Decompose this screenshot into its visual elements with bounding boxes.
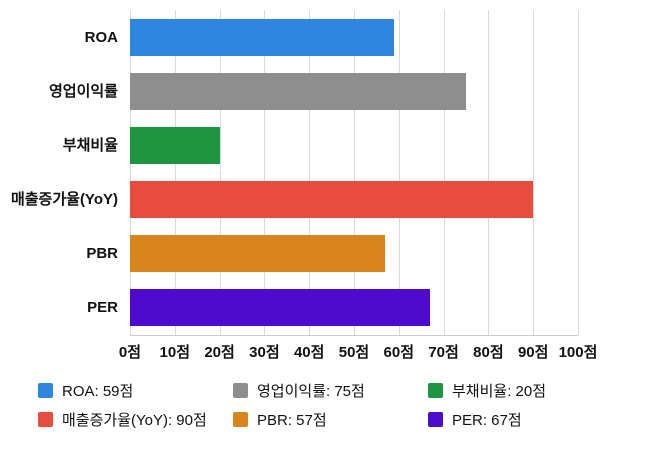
bar (130, 19, 395, 56)
legend-label: PER: 67점 (452, 411, 522, 429)
x-tick-label: 60점 (383, 344, 415, 361)
legend-swatch-icon (38, 411, 53, 427)
gridline (578, 10, 579, 335)
legend-label: ROA: 59점 (62, 382, 134, 400)
category-label: ROA (84, 29, 118, 46)
bar-row: PER (0, 289, 650, 326)
bar-track (130, 289, 578, 326)
bar-track (130, 181, 578, 218)
bar (130, 289, 431, 326)
bar-track (130, 235, 578, 272)
bar (130, 73, 466, 110)
x-tick-label: 100점 (558, 344, 598, 361)
bar-track (130, 19, 578, 56)
x-tick-label: 70점 (428, 344, 459, 361)
gridline (488, 10, 490, 335)
gridline (354, 10, 355, 335)
category-label: 영업이익률 (48, 83, 118, 100)
category-label: PBR (86, 245, 118, 262)
gridline (264, 10, 266, 335)
legend-label: 부채비율: 20점 (452, 382, 547, 400)
legend-swatch-icon (428, 382, 443, 398)
legend-swatch-icon (233, 411, 248, 427)
legend-item: 매출증가율(YoY): 90점 (38, 408, 233, 430)
x-tick-label: 80점 (473, 344, 504, 361)
x-tick-label: 50점 (338, 344, 370, 361)
legend-item: PER: 67점 (428, 408, 623, 430)
bar-track (130, 73, 578, 110)
bar (130, 127, 220, 164)
legend-item: PBR: 57점 (233, 408, 428, 430)
legend-item: 부채비율: 20점 (428, 379, 623, 401)
x-tick-label: 20점 (204, 344, 235, 361)
legend-swatch-icon (233, 382, 248, 398)
legend-swatch-icon (38, 382, 53, 398)
legend-item: 영업이익률: 75점 (233, 379, 428, 401)
bar-row: 부채비율 (0, 127, 650, 164)
bar-row: PBR (0, 235, 650, 272)
legend-item: ROA: 59점 (38, 379, 233, 401)
bar-track (130, 127, 578, 164)
bar-row: 매출증가율(YoY) (0, 181, 650, 218)
bar (130, 181, 534, 218)
x-tick-label: 90점 (517, 344, 549, 361)
category-label: 부채비율 (62, 137, 118, 154)
gridline (174, 10, 176, 335)
gridline (398, 10, 400, 335)
gridline (130, 10, 131, 335)
legend-label: PBR: 57점 (257, 411, 327, 429)
x-tick-label: 40점 (293, 344, 325, 361)
category-label: 매출증가율(YoY) (10, 191, 118, 208)
x-tick-label: 0점 (118, 344, 142, 361)
bar (130, 235, 386, 272)
legend-label: 매출증가율(YoY): 90점 (62, 411, 207, 429)
legend-swatch-icon (428, 411, 443, 427)
plot-area (130, 10, 579, 336)
category-label: PER (87, 299, 118, 316)
x-tick-label: 30점 (249, 344, 280, 361)
bar-row: 영업이익률 (0, 73, 650, 110)
gridline (533, 10, 535, 335)
gridline (443, 10, 445, 335)
x-axis: 0점 10점 20점 30점 40점 50점 60점 70점 80점 90점 100점 (119, 341, 597, 361)
bar-row: ROA (0, 19, 650, 56)
legend-label: 영업이익률: 75점 (257, 382, 365, 400)
gridline (309, 10, 311, 335)
gridline (219, 10, 221, 335)
x-tick-label: 10점 (159, 344, 191, 361)
